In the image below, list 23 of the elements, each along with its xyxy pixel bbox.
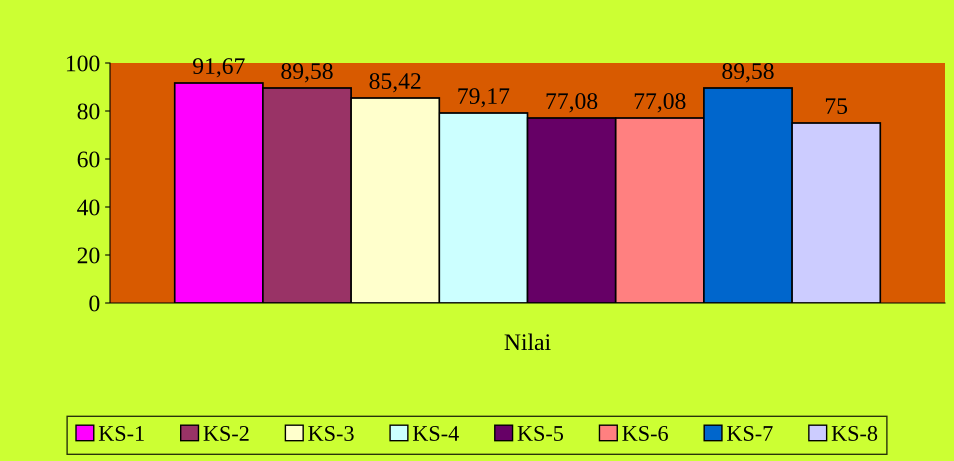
- y-tick-label: 20: [78, 247, 100, 264]
- y-tick-label: 60: [78, 151, 100, 168]
- legend-label: KS-2: [204, 426, 249, 441]
- legend-label: KS-6: [622, 426, 668, 441]
- legend-label: KS-7: [727, 426, 773, 441]
- data-label: 77,08: [634, 93, 686, 112]
- data-label: 91,67: [193, 58, 245, 78]
- legend-label: KS-3: [308, 426, 354, 441]
- y-tick-label: 100: [66, 55, 100, 72]
- data-label: 77,08: [546, 93, 598, 112]
- legend-label: KS-8: [832, 426, 878, 441]
- y-tick-label: 80: [78, 103, 100, 120]
- legend-label: KS-5: [518, 426, 564, 441]
- legend-label: KS-4: [412, 426, 459, 441]
- data-label: 75: [826, 98, 848, 114]
- data-label: 79,17: [458, 88, 510, 108]
- data-label: 85,42: [370, 73, 420, 92]
- data-label: 89,58: [722, 63, 774, 82]
- y-tick-label: 0: [89, 295, 100, 312]
- data-label: 89,58: [281, 63, 333, 82]
- y-tick-label: 40: [77, 199, 100, 216]
- x-tick-label: Nilai: [504, 334, 551, 350]
- legend-label: KS-1: [98, 426, 144, 441]
